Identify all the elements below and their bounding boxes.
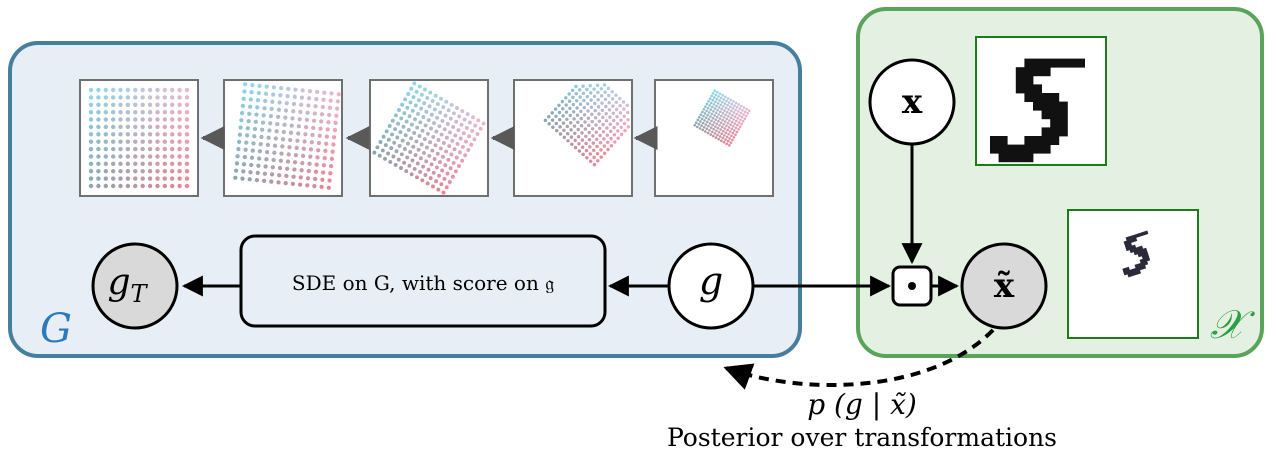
dot-grid-1: [88, 87, 190, 189]
dot-grid-5: [693, 89, 751, 147]
dot-grid-4: [543, 83, 631, 167]
node-action-dot: [908, 282, 916, 290]
node-g-T-label: gT: [107, 262, 148, 308]
dot-grid-2: [233, 82, 341, 190]
node-x-tilde: [960, 242, 1048, 330]
frame-1: [79, 79, 199, 197]
frame-5: [654, 79, 774, 197]
node-x-tilde-label: x̃: [994, 266, 1015, 306]
transformed-digit-image: [1122, 230, 1151, 278]
node-g-T-sub: T: [131, 280, 149, 308]
node-x-label: x: [902, 82, 923, 122]
node-g-T: [91, 242, 179, 330]
posterior-caption: Posterior over transformations: [667, 423, 1057, 452]
dot-grid-3: [372, 81, 486, 195]
group-region-label: G: [40, 306, 72, 352]
node-g-T-main: g: [107, 262, 130, 303]
sde-box: [239, 234, 607, 328]
posterior-formula: p (g | x̃): [807, 388, 917, 421]
digit-five-image: [990, 58, 1085, 163]
node-g-label: g: [699, 259, 723, 303]
sde-box-label: SDE on G, with score on 𝔤: [292, 271, 554, 295]
posterior-arrow: [723, 328, 995, 390]
